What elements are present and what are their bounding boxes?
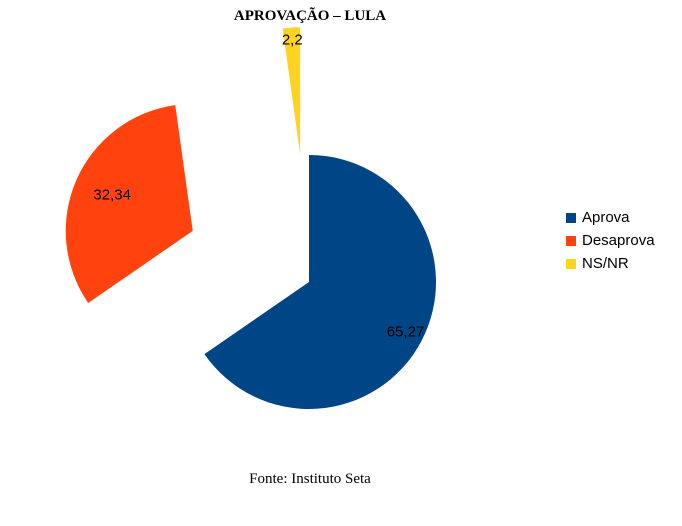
chart-title: APROVAÇÃO – LULA — [233, 8, 387, 24]
pie-slice-aprova — [204, 155, 437, 409]
slice-label-nsnr: 2,2 — [282, 32, 303, 49]
pie-slice-nsnr — [282, 27, 301, 155]
legend-item-aprova: Aprova — [566, 206, 655, 229]
slice-label-aprova: 65,27 — [387, 324, 425, 341]
legend: Aprova Desaprova NS/NR — [566, 206, 655, 275]
legend-label-nsnr: NS/NR — [582, 255, 629, 272]
legend-swatch-aprova — [566, 212, 576, 223]
legend-label-aprova: Aprova — [582, 209, 630, 226]
pie-slice-desaprova — [65, 105, 193, 303]
pie-labels: 65,27 32,34 2,2 — [93, 32, 424, 341]
legend-swatch-nsnr — [566, 258, 576, 269]
slice-label-desaprova: 32,34 — [93, 186, 131, 203]
legend-item-desaprova: Desaprova — [566, 229, 655, 252]
pie-slices — [65, 27, 437, 409]
legend-swatch-desaprova — [566, 235, 576, 246]
source-note: Fonte: Instituto Seta — [249, 471, 371, 487]
legend-item-nsnr: NS/NR — [566, 252, 655, 275]
legend-label-desaprova: Desaprova — [582, 232, 655, 249]
